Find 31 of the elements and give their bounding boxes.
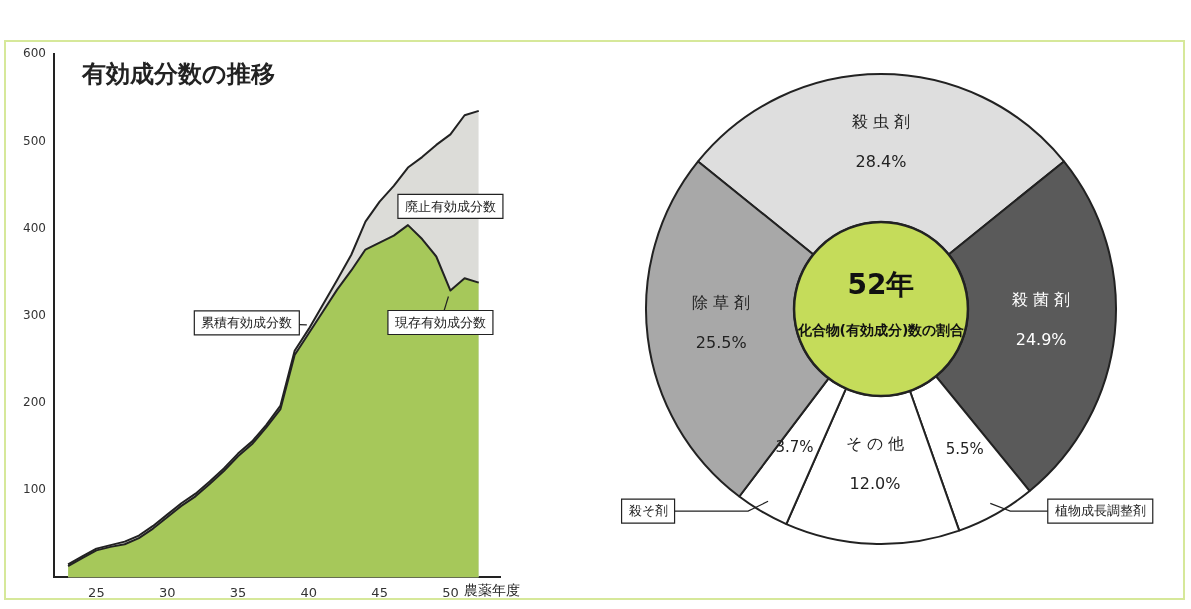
y-tick-label: 400 xyxy=(23,220,46,235)
text: 化合物(有効成分)数の割合 xyxy=(796,321,965,338)
slice-label: 殺 虫 剤 xyxy=(851,112,911,132)
y-tick-label: 300 xyxy=(23,307,46,322)
text: 52年 xyxy=(847,268,915,302)
slice-label: 除 草 剤 xyxy=(692,292,751,312)
annotation: 廃止有効成分数 xyxy=(404,198,496,214)
data-label: 28.4% xyxy=(855,152,907,172)
x-tick-label: 30 xyxy=(158,584,176,600)
x-axis-title: 農薬年度 xyxy=(464,582,521,599)
data-label: 3.7% xyxy=(775,438,814,457)
x-tick-label: 40 xyxy=(300,584,318,600)
slice-label: 殺 菌 剤 xyxy=(1012,289,1071,309)
x-tick-label: 25 xyxy=(88,584,105,600)
slice-label: そ の 他 xyxy=(845,434,905,454)
slice-label: 殺そ剤 xyxy=(628,503,668,519)
data-label: 25.5% xyxy=(695,332,747,352)
slice-label: 植物成長調整剤 xyxy=(1054,503,1146,519)
data-label: 24.9% xyxy=(1015,329,1067,349)
y-tick-label: 100 xyxy=(23,482,46,497)
data-label: 5.5% xyxy=(945,439,984,458)
series-label: 累積有効成分数 xyxy=(201,315,293,331)
y-tick-label: 600 xyxy=(23,46,46,61)
y-tick-label: 500 xyxy=(23,133,46,148)
x-tick-label: 45 xyxy=(371,584,388,600)
chart-title: 有効成分数の推移 xyxy=(80,60,275,89)
y-tick-label: 200 xyxy=(23,395,46,410)
x-tick-label: 50 xyxy=(442,584,459,600)
data-label: 12.0% xyxy=(849,474,901,494)
series-label: 現存有効成分数 xyxy=(394,314,486,330)
x-tick-label: 35 xyxy=(229,584,247,600)
